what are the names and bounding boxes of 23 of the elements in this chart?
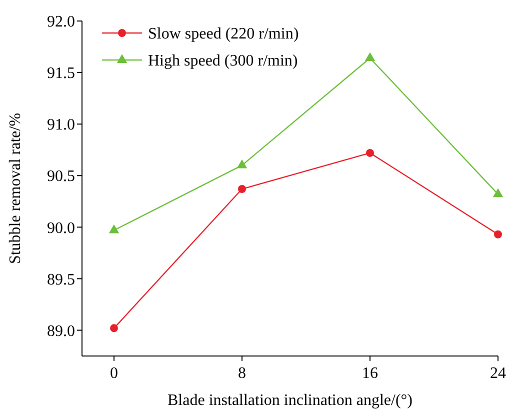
y-tick-label: 92.0 xyxy=(47,14,75,31)
y-tick-label: 90.5 xyxy=(47,168,75,186)
point xyxy=(494,230,502,238)
y-tick-label: 90.0 xyxy=(47,220,75,237)
x-tick-label: 16 xyxy=(362,365,378,382)
y-tick-label: 89.0 xyxy=(47,322,75,340)
x-tick-label: 8 xyxy=(238,365,246,382)
y-tick-label: 91.0 xyxy=(47,116,75,134)
point xyxy=(110,324,118,332)
x-tick-label: 24 xyxy=(490,365,506,382)
point xyxy=(238,185,246,194)
point xyxy=(492,188,504,198)
point xyxy=(108,224,120,234)
legend-label: High speed (300 r/min) xyxy=(148,52,298,70)
y-tick-label: 89.5 xyxy=(47,271,75,288)
x-tick-label: 0 xyxy=(110,365,118,382)
point xyxy=(364,52,376,62)
point xyxy=(236,159,248,168)
y-axis-title: Stubble removal rate/% xyxy=(7,112,24,264)
point xyxy=(366,148,374,157)
y-tick-label: 91.5 xyxy=(47,65,75,82)
legend-label: Slow speed (220 r/min) xyxy=(148,26,299,43)
x-axis-title: Blade installation inclination angle/(°) xyxy=(168,392,412,409)
